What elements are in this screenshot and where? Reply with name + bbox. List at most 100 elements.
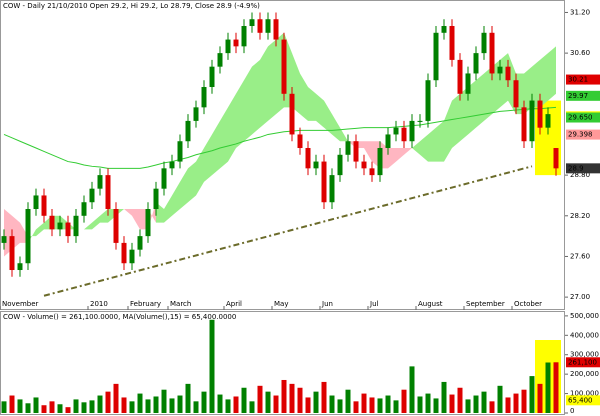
volume-bar <box>481 391 487 413</box>
cloud-segment <box>324 100 332 135</box>
candle-body <box>449 26 455 60</box>
candle-body <box>49 215 55 230</box>
volume-bar <box>417 396 423 413</box>
x-tick-label: May <box>274 300 288 308</box>
value-tag <box>566 129 600 140</box>
candle-body <box>241 26 247 47</box>
cloud-segment <box>268 39 276 121</box>
candle-body <box>233 39 239 47</box>
volume-bar <box>353 401 359 413</box>
candle-body <box>473 53 479 74</box>
cloud-segment <box>444 100 452 162</box>
y-tick-label: 30.60 <box>570 49 590 57</box>
cloud-segment <box>100 209 108 223</box>
cloud-segment <box>164 195 172 223</box>
candle-body <box>481 32 487 54</box>
y-tick-label: 27.00 <box>570 293 590 301</box>
volume-bar <box>473 395 479 413</box>
value-tag <box>566 90 600 101</box>
candle-body <box>161 168 167 189</box>
candle-body <box>73 215 79 237</box>
cloud-segment <box>340 127 348 142</box>
volume-bar <box>65 407 71 413</box>
candle-body <box>553 148 559 169</box>
volume-bar <box>249 401 255 413</box>
value-tag <box>566 357 600 368</box>
volume-bar <box>273 395 279 413</box>
candle-body <box>1 236 7 243</box>
cloud-segment <box>188 161 196 203</box>
volume-bar <box>97 395 103 413</box>
volume-y-tick-label: 500,000 <box>570 312 599 320</box>
volume-bar <box>281 379 287 413</box>
candle-body <box>201 87 207 108</box>
cloud-segment <box>548 46 556 101</box>
x-tick-label: 2010 <box>90 300 108 308</box>
value-tag <box>566 163 600 174</box>
volume-bar <box>529 376 535 413</box>
volume-bar <box>17 399 23 413</box>
candle-body <box>457 59 463 94</box>
volume-y-tick-label: 0 <box>570 407 574 415</box>
candle-body <box>89 188 95 203</box>
volume-bar <box>537 383 543 413</box>
x-tick-label: October <box>514 300 542 308</box>
volume-bar <box>169 398 175 413</box>
volume-bar <box>425 393 431 413</box>
volume-bar <box>129 401 135 413</box>
candle-body <box>545 114 551 128</box>
candle-body <box>529 100 535 142</box>
cloud-segment <box>244 66 252 142</box>
volume-bar <box>377 398 383 413</box>
candle-body <box>441 26 447 33</box>
cloud-segment <box>476 73 484 128</box>
volume-bar <box>153 396 159 413</box>
value-tag <box>566 112 600 123</box>
volume-bar <box>81 402 87 413</box>
candle-body <box>81 202 87 216</box>
candle-body <box>185 120 191 142</box>
candle-body <box>377 148 383 176</box>
x-tick-label: November <box>2 300 39 308</box>
volume-bar <box>361 393 367 413</box>
cloud-segment <box>180 168 188 210</box>
volume-bar <box>321 381 327 413</box>
cloud-segment <box>148 202 156 230</box>
cloud-segment <box>236 80 244 149</box>
x-tick-label: March <box>170 300 191 308</box>
candle-body <box>505 66 511 81</box>
volume-bar <box>305 397 311 413</box>
volume-y-tick-label: 100,000 <box>570 390 599 398</box>
cloud-segment <box>260 46 268 128</box>
value-tag-label: 29.650 <box>568 114 593 122</box>
candle-body <box>281 39 287 94</box>
x-tick-label: Jul <box>369 300 379 308</box>
candle-body <box>177 141 183 162</box>
volume-bar <box>465 399 471 413</box>
candle-body <box>137 236 143 250</box>
cloud-segment <box>212 120 220 176</box>
volume-bar <box>401 389 407 413</box>
volume-bar <box>457 387 463 413</box>
volume-bar <box>1 401 7 413</box>
candle-body <box>369 168 375 176</box>
candle-body <box>169 161 175 169</box>
cloud-segment <box>36 222 44 237</box>
value-tag-label: 261,100 <box>568 358 597 366</box>
y-tick-label: 28.80 <box>570 171 590 179</box>
volume-bar <box>433 398 439 413</box>
x-tick-label: September <box>466 300 505 308</box>
cloud-segment <box>396 148 404 162</box>
candle-body <box>9 236 15 271</box>
cloud-segment <box>84 222 92 230</box>
cloud-segment <box>172 181 180 216</box>
candle-body <box>321 161 327 203</box>
value-tag <box>566 395 600 406</box>
volume-bar <box>521 389 527 413</box>
value-tag-label: 29.398 <box>568 131 593 139</box>
volume-y-tick-label: 300,000 <box>570 351 599 359</box>
candle-body <box>257 19 263 33</box>
candle-body <box>345 141 351 155</box>
trendline <box>43 165 533 297</box>
